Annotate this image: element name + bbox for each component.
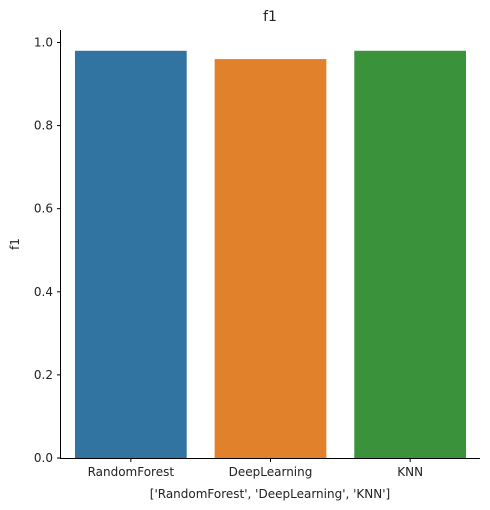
x-tick-label: KNN [397, 465, 423, 479]
bar-knn [354, 50, 467, 458]
chart-title: f1 [263, 9, 277, 25]
y-axis-label: f1 [8, 238, 22, 250]
bar-deeplearning [214, 59, 327, 459]
y-tick-label: 0.2 [34, 368, 53, 382]
y-tick-label: 1.0 [34, 35, 53, 49]
x-tick-label: RandomForest [88, 465, 175, 479]
bars-group [74, 50, 467, 459]
y-tick-label: 0.4 [34, 285, 53, 299]
y-tick-label: 0.8 [34, 119, 53, 133]
y-tick-label: 0.0 [34, 451, 53, 465]
bar-randomforest [74, 50, 187, 458]
x-axis-label: ['RandomForest', 'DeepLearning', 'KNN'] [150, 487, 390, 501]
x-axis-ticks: RandomForest DeepLearning KNN [88, 458, 423, 479]
y-tick-label: 0.6 [34, 202, 53, 216]
x-tick-label: DeepLearning [229, 465, 313, 479]
y-axis-ticks: 0.0 0.2 0.4 0.6 0.8 1.0 [34, 35, 61, 465]
